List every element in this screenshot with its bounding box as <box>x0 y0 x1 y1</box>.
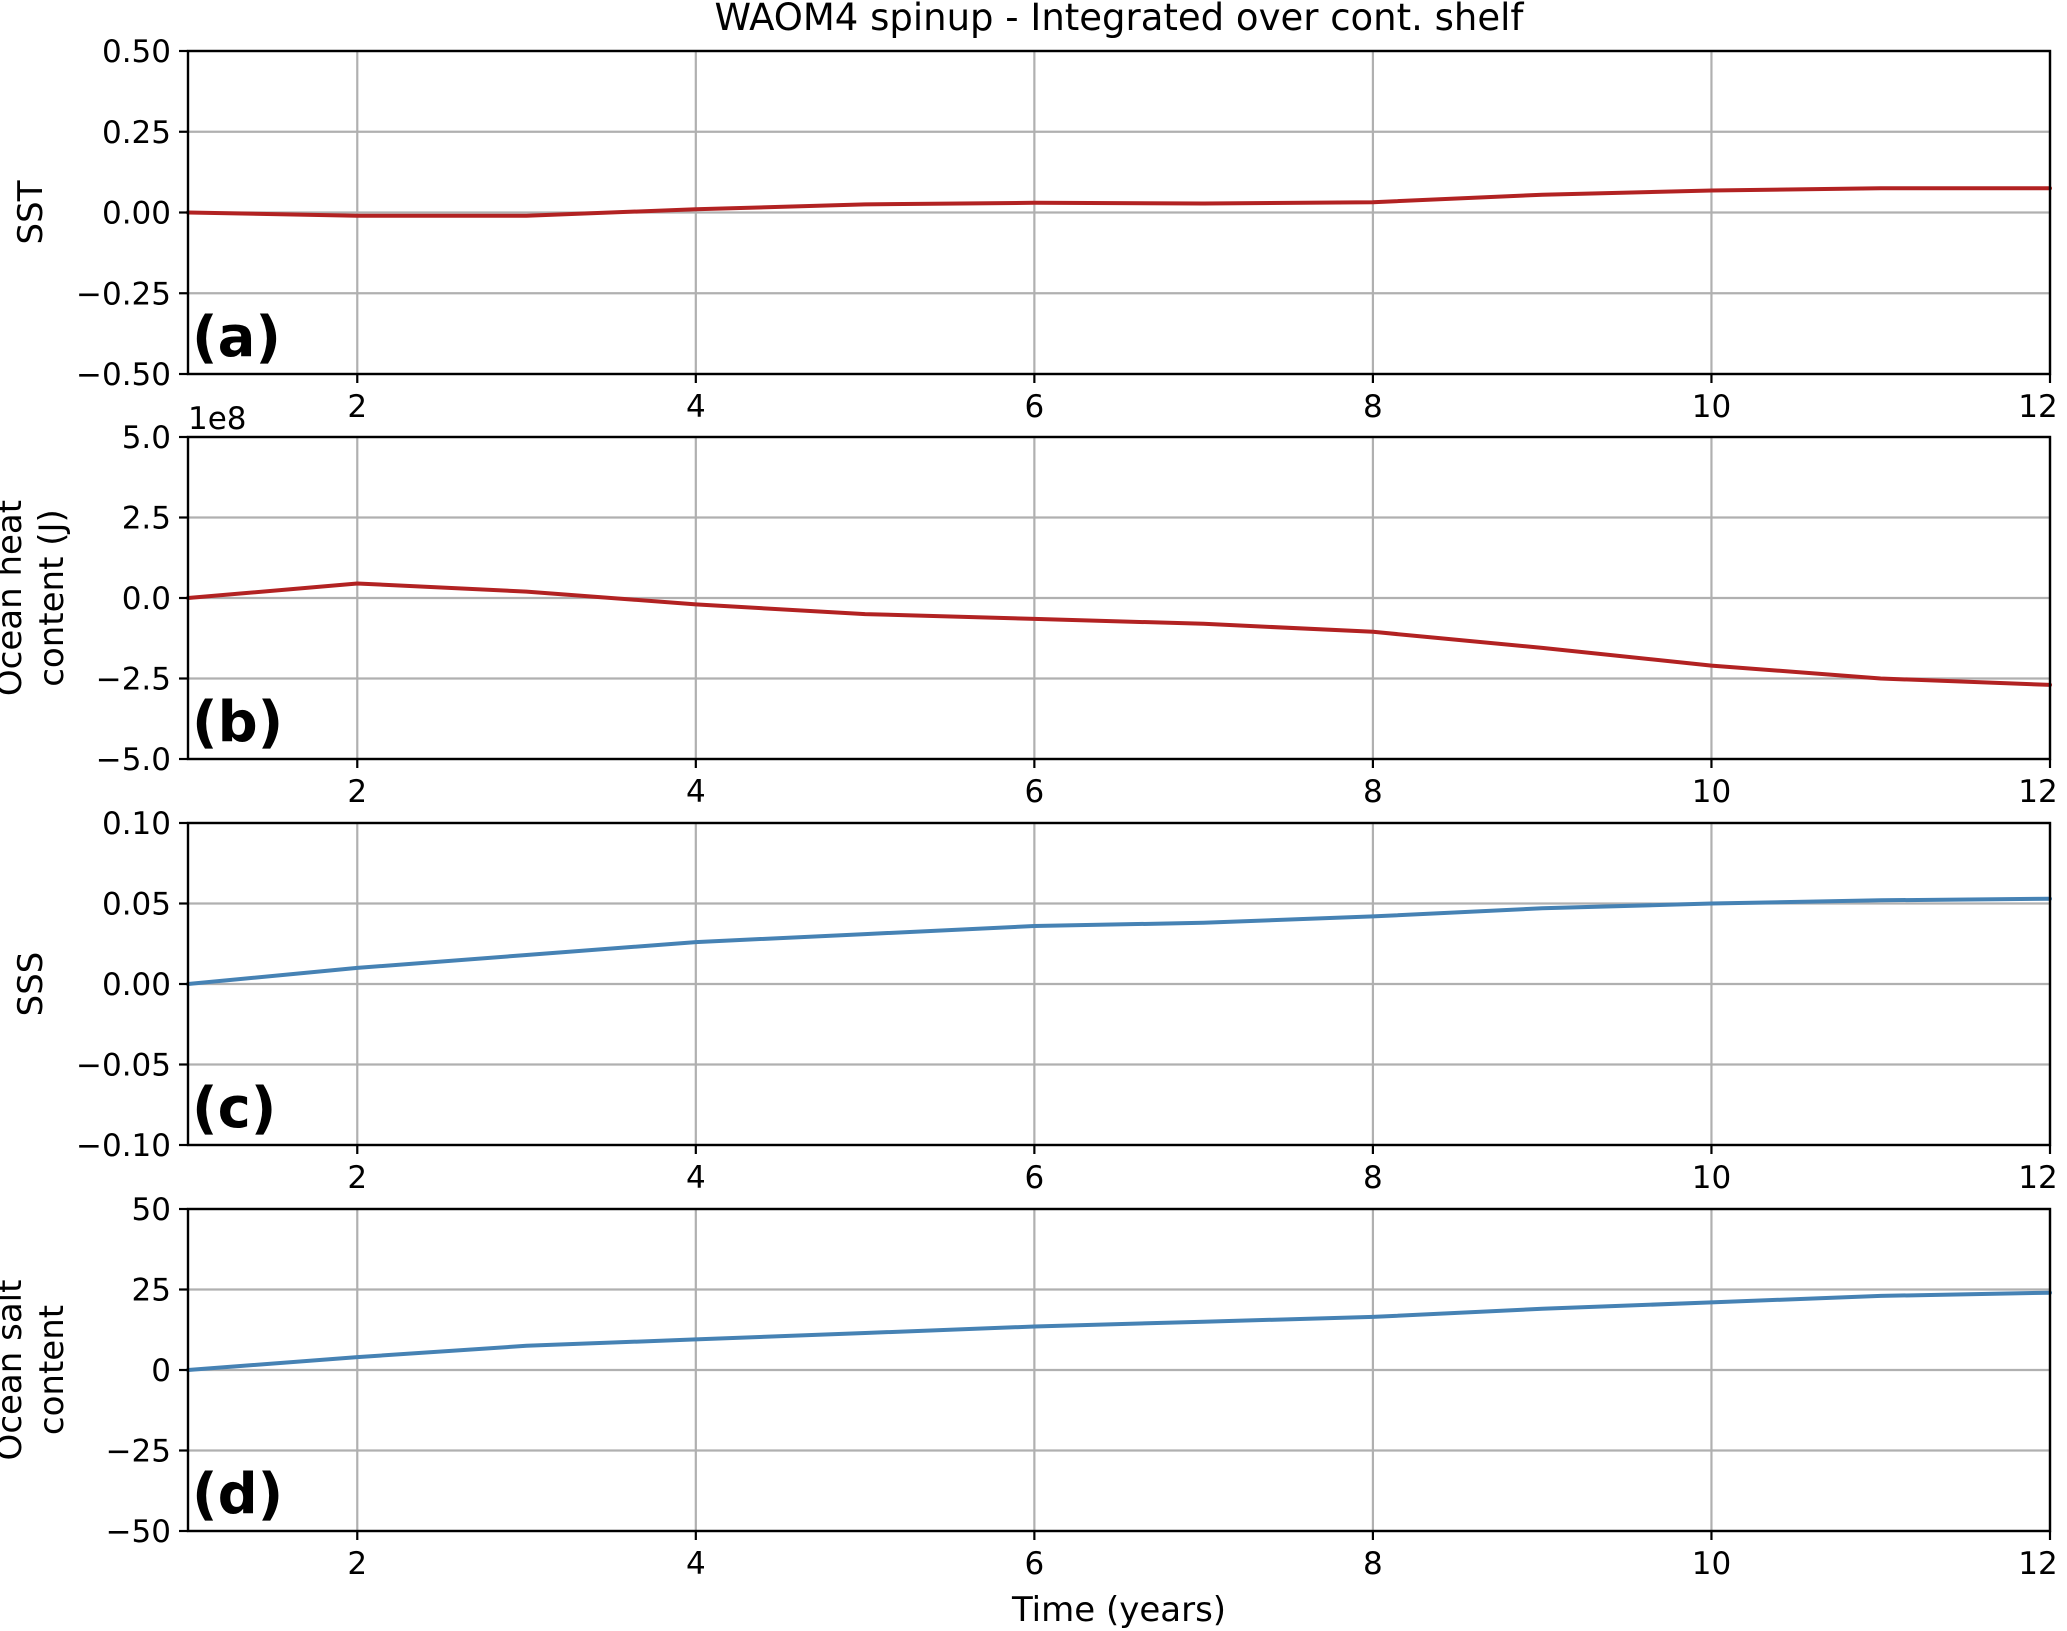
panel-b: 2 4 6 8 10 12 −5.0 −2.5 0.0 2.5 5.0 Ocean heat conte… <box>0 401 2058 810</box>
x-tick-label: 4 <box>686 1546 706 1582</box>
y-tick-label: −0.25 <box>76 276 171 312</box>
x-tick-label: 4 <box>686 774 706 810</box>
x-tick-label: 10 <box>1692 774 1731 810</box>
x-tick-label: 8 <box>1363 1160 1383 1196</box>
panel-a: 2 4 6 8 10 12 −0.50 −0.25 0.00 0.25 0.50 SST (a) <box>11 34 2058 425</box>
y-offset-label: 1e8 <box>188 401 247 437</box>
chart-title: WAOM4 spinup - Integrated over cont. she… <box>715 0 1525 39</box>
x-tick-label: 6 <box>1024 389 1044 425</box>
series-line <box>186 1290 2052 1372</box>
x-tick-label: 10 <box>1692 1160 1731 1196</box>
y-axis-label: SSS <box>11 952 51 1017</box>
y-tick-label: 0 <box>151 1353 171 1389</box>
y-axis-label: content (J) <box>32 509 72 687</box>
x-tick-label: 8 <box>1363 389 1383 425</box>
x-tick-label: 8 <box>1363 774 1383 810</box>
x-tick-label: 8 <box>1363 1546 1383 1582</box>
y-tick-label: 0.00 <box>102 967 171 1003</box>
x-axis-label: Time (years) <box>1011 1590 1226 1630</box>
series-line <box>186 581 2052 687</box>
y-axis-label: Ocean heat <box>0 500 30 696</box>
x-tick-label: 2 <box>347 1160 367 1196</box>
x-tick-label: 12 <box>2018 1546 2057 1582</box>
y-tick-label: −25 <box>106 1434 171 1470</box>
panel-label: (d) <box>192 1462 283 1527</box>
y-tick-label: 0.0 <box>122 581 171 617</box>
y-axis-label: content <box>32 1305 72 1435</box>
y-tick-label: 0.50 <box>102 34 171 70</box>
x-tick-label: 4 <box>686 1160 706 1196</box>
y-axis-label: SST <box>11 180 51 244</box>
x-tick-label: 6 <box>1024 774 1044 810</box>
panel-label: (b) <box>192 690 283 755</box>
series-line <box>186 186 2052 218</box>
x-tick-label: 2 <box>347 389 367 425</box>
y-tick-label: 0.25 <box>102 115 171 151</box>
panel-label: (c) <box>192 1076 276 1141</box>
y-tick-label: −0.10 <box>76 1128 171 1164</box>
panel-c: 2 4 6 8 10 12 −0.10 −0.05 0.00 0.05 0.10 SSS (c) <box>11 806 2058 1196</box>
series-line <box>186 896 2052 986</box>
y-tick-label: −5.0 <box>96 742 171 778</box>
x-tick-label: 12 <box>2018 1160 2057 1196</box>
y-tick-label: 0.05 <box>102 887 171 923</box>
x-tick-label: 12 <box>2018 774 2057 810</box>
x-tick-label: 10 <box>1692 1546 1731 1582</box>
y-tick-label: 2.5 <box>122 501 171 537</box>
y-tick-label: 50 <box>132 1192 171 1228</box>
y-tick-label: −50 <box>106 1514 171 1550</box>
x-tick-label: 2 <box>347 774 367 810</box>
panel-label: (a) <box>192 305 281 370</box>
y-tick-label: 25 <box>132 1273 171 1309</box>
y-tick-label: −0.05 <box>76 1048 171 1084</box>
y-axis-label: Ocean salt <box>0 1280 30 1461</box>
x-tick-label: 6 <box>1024 1546 1044 1582</box>
panel-d: 2 4 6 8 10 12 −50 −25 0 25 50 Ocean salt content (d) <box>0 1192 2058 1582</box>
y-tick-label: 5.0 <box>122 420 171 456</box>
x-tick-label: 10 <box>1692 389 1731 425</box>
x-tick-label: 4 <box>686 389 706 425</box>
y-tick-label: −2.5 <box>96 662 171 698</box>
y-tick-label: 0.10 <box>102 806 171 842</box>
x-tick-label: 6 <box>1024 1160 1044 1196</box>
y-tick-label: −0.50 <box>76 357 171 393</box>
x-tick-label: 12 <box>2018 389 2057 425</box>
y-tick-label: 0.00 <box>102 196 171 232</box>
x-tick-label: 2 <box>347 1546 367 1582</box>
